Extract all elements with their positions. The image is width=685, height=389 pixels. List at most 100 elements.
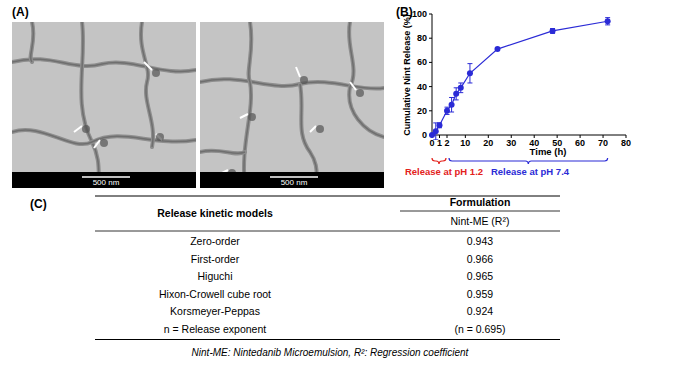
membrane xyxy=(244,22,251,188)
y-tick-label: 20 xyxy=(417,106,427,116)
table-cell: 0.965 xyxy=(467,270,493,282)
data-point xyxy=(433,128,439,134)
error-cap xyxy=(467,63,472,64)
error-cap xyxy=(458,82,463,83)
y-tick-label: 40 xyxy=(417,82,427,92)
x-tick-label: 2 xyxy=(444,138,449,148)
error-bar xyxy=(437,123,442,128)
error-cap xyxy=(445,114,450,115)
micrograph-background xyxy=(12,22,196,188)
data-point xyxy=(449,102,455,108)
membrane-core xyxy=(141,22,153,147)
droplet xyxy=(152,69,160,77)
pointer-arrow xyxy=(144,62,152,70)
y-tick xyxy=(429,110,432,111)
y-tick-label: 80 xyxy=(417,33,427,43)
y-axis xyxy=(432,14,433,135)
lacey-carbon xyxy=(12,22,196,188)
table-cell: First-order xyxy=(191,253,240,265)
figure: (A)500 nm500 nm(B)0204060801000121020304… xyxy=(0,0,685,389)
table-cell: Hixon-Crowell cube root xyxy=(159,288,271,300)
micrograph xyxy=(200,22,384,188)
pointer-arrow xyxy=(310,126,316,132)
error-cap xyxy=(433,139,438,140)
y-tick xyxy=(429,62,432,63)
data-point xyxy=(605,18,611,24)
membrane xyxy=(141,22,153,147)
error-bar xyxy=(467,64,472,83)
droplet xyxy=(156,133,164,141)
range-brace xyxy=(449,158,608,164)
y-tick-label: 0 xyxy=(422,130,427,140)
membrane-core xyxy=(244,22,251,188)
release-line xyxy=(432,21,608,135)
scale-label: 500 nm xyxy=(281,178,308,187)
y-tick xyxy=(429,86,432,87)
membrane-core xyxy=(12,59,196,71)
droplet xyxy=(316,125,324,133)
membrane-core xyxy=(31,22,34,62)
lacey-carbon xyxy=(200,22,384,188)
y-tick xyxy=(429,14,432,15)
error-cap xyxy=(445,107,450,108)
data-point xyxy=(444,108,450,114)
table-footnote: Nint-ME: Nintedanib Microemulsion, R²: R… xyxy=(192,347,470,358)
pointer-arrow xyxy=(296,67,300,77)
error-cap xyxy=(449,112,454,113)
plot-area xyxy=(429,18,611,140)
data-point xyxy=(550,28,556,34)
table-cell: Higuchi xyxy=(197,270,232,282)
data-point xyxy=(437,122,443,128)
range-annotation: Release at pH 7.4 xyxy=(491,166,570,177)
error-cap xyxy=(605,17,610,18)
data-point xyxy=(494,46,500,52)
micrograph xyxy=(12,22,196,188)
table-rule xyxy=(400,211,560,212)
range-annotation: Release at pH 1.2 xyxy=(405,166,483,177)
error-cap xyxy=(449,97,454,98)
table-cell: (n = 0.695) xyxy=(454,323,505,335)
x-axis-label: Time (h) xyxy=(530,146,567,157)
scale-label: 500 nm xyxy=(93,178,120,187)
kinetics-table: Release kinetic models Formulation Nint-ME… xyxy=(95,196,560,358)
panel-label: (C) xyxy=(30,197,47,211)
range-brace xyxy=(432,158,446,164)
membrane xyxy=(349,22,384,137)
membrane-core xyxy=(200,151,245,154)
y-tick-label: 60 xyxy=(417,57,427,67)
table-rule xyxy=(95,339,560,340)
table-cell: Zero-order xyxy=(190,235,240,247)
droplet xyxy=(356,89,364,97)
error-bar xyxy=(449,97,454,112)
error-cap xyxy=(467,82,472,83)
membrane xyxy=(31,22,34,62)
table-cell: Korsmeyer-Peppas xyxy=(170,305,260,317)
error-cap xyxy=(458,92,463,93)
x-tick-label: 20 xyxy=(483,138,493,148)
table-header: Formulation xyxy=(450,196,511,208)
table-cell: 0.966 xyxy=(467,253,493,265)
x-axis xyxy=(432,135,626,136)
data-point xyxy=(453,91,459,97)
membrane xyxy=(81,22,100,188)
membrane xyxy=(200,79,384,89)
panel-label: (A) xyxy=(12,5,29,19)
table-header: Release kinetic models xyxy=(157,207,273,219)
table-cell: 0.943 xyxy=(467,235,493,247)
pointer-arrow xyxy=(350,82,356,90)
data-point xyxy=(458,85,464,91)
error-cap xyxy=(605,24,610,25)
x-tick-label: 60 xyxy=(575,138,585,148)
scale-bar-strip xyxy=(12,172,196,188)
data-point xyxy=(467,70,473,76)
droplet xyxy=(300,76,308,84)
table-cell: n = Release exponent xyxy=(164,323,267,335)
y-axis-label: Cumulative Nint Release (%) xyxy=(402,14,412,136)
membrane-core xyxy=(200,79,384,89)
error-bar xyxy=(445,107,450,114)
droplet xyxy=(100,139,108,147)
membrane-core xyxy=(81,22,100,188)
error-cap xyxy=(454,99,459,100)
error-bar xyxy=(458,83,463,93)
error-bar xyxy=(454,88,459,100)
